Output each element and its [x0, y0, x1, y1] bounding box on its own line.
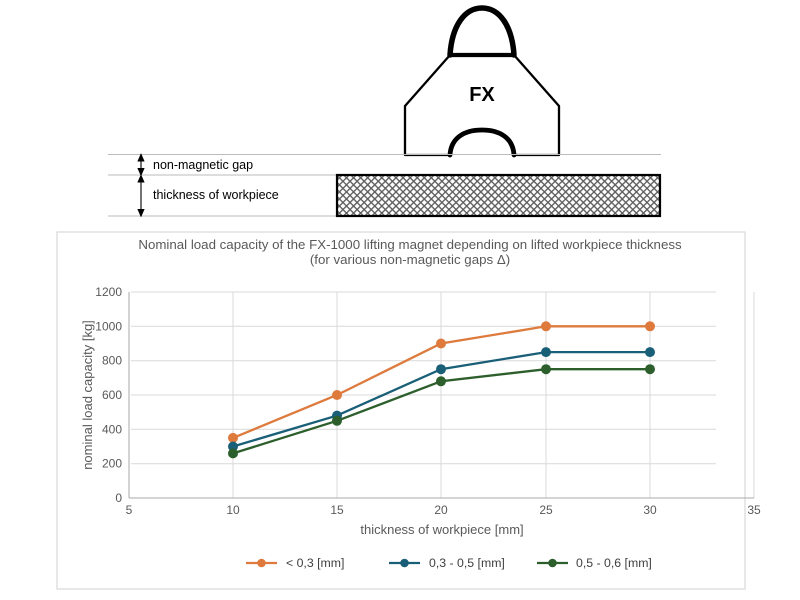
svg-text:0,3 - 0,5 [mm]: 0,3 - 0,5 [mm]	[429, 556, 505, 570]
svg-text:0,5 - 0,6 [mm]: 0,5 - 0,6 [mm]	[576, 556, 652, 570]
svg-text:30: 30	[643, 503, 657, 517]
svg-text:1200: 1200	[95, 285, 122, 299]
svg-text:< 0,3 [mm]: < 0,3 [mm]	[286, 556, 344, 570]
svg-text:5: 5	[126, 503, 133, 517]
svg-text:Nominal load capacity of the F: Nominal load capacity of the FX-1000 lif…	[138, 237, 682, 252]
svg-text:thickness of workpiece [mm]: thickness of workpiece [mm]	[360, 522, 523, 537]
svg-text:800: 800	[102, 354, 122, 368]
svg-text:400: 400	[102, 422, 122, 436]
svg-text:0: 0	[115, 491, 122, 505]
svg-text:25: 25	[539, 503, 553, 517]
svg-text:nominal load capacity [kg]: nominal load capacity [kg]	[80, 320, 95, 470]
svg-text:20: 20	[434, 503, 448, 517]
svg-text:600: 600	[102, 388, 122, 402]
svg-text:1000: 1000	[95, 319, 122, 333]
svg-text:(for various non-magnetic gaps: (for various non-magnetic gaps Δ)	[310, 252, 510, 267]
svg-text:200: 200	[102, 457, 122, 471]
svg-text:10: 10	[226, 503, 240, 517]
svg-text:15: 15	[330, 503, 344, 517]
svg-text:35: 35	[747, 503, 761, 517]
